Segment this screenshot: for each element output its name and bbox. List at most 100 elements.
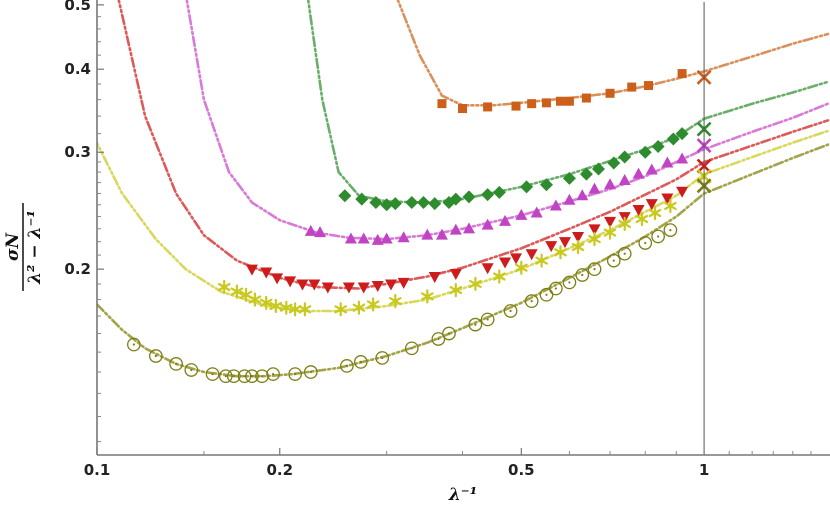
series-5-point <box>575 268 590 282</box>
series-5-point <box>442 326 456 341</box>
series-5-point-dot <box>232 375 235 378</box>
series-3-point <box>357 282 370 294</box>
series-5-point-dot <box>623 252 626 255</box>
y-tick-label: 0.5 <box>64 0 91 14</box>
series-3-point <box>271 273 284 285</box>
series-4-point <box>554 245 567 260</box>
series-4-point <box>269 298 283 314</box>
series-5-point <box>288 367 302 381</box>
y-axis-label: σN λ² − λ⁻¹ <box>3 203 45 291</box>
series-4-point <box>217 279 231 295</box>
series-1-point <box>651 139 665 153</box>
series-3-curve <box>117 0 830 290</box>
series-5-point-dot <box>486 318 489 321</box>
series-5-point <box>255 369 269 384</box>
series-5-point <box>480 312 495 327</box>
series-4-point <box>535 253 548 268</box>
series-5-point-dot <box>211 372 214 376</box>
series-4-point <box>449 283 463 298</box>
series-5-point <box>184 363 199 377</box>
x-tick-label: 0.2 <box>266 461 293 479</box>
series-5-point-dot <box>612 259 615 262</box>
series-5-point-dot <box>581 273 584 277</box>
series-5-point-dot <box>359 360 362 364</box>
series-3-point <box>604 216 617 228</box>
axes-layer <box>96 0 830 456</box>
series-5-point-dot <box>309 370 312 374</box>
series-5-point-dot <box>175 362 178 366</box>
series-5-point <box>503 304 518 318</box>
series-5-point-dot <box>554 287 557 290</box>
x-tick-label: 0.1 <box>84 461 111 479</box>
series-5-point <box>562 275 577 290</box>
series-1-point <box>380 198 394 212</box>
series-4-point <box>664 198 677 213</box>
series-5-point-dot <box>593 268 596 271</box>
series-0-point <box>511 101 521 111</box>
series-2-point <box>604 178 617 190</box>
series-2-point <box>304 224 317 236</box>
series-3-point <box>499 257 512 269</box>
series-3-point <box>428 271 441 283</box>
series-2-point <box>576 189 589 201</box>
series-2-point <box>645 163 658 175</box>
series-1-point <box>618 150 632 164</box>
series-2-point <box>435 228 448 240</box>
series-2-point <box>397 231 410 243</box>
curves-layer <box>97 0 830 378</box>
series-5-point <box>148 349 163 363</box>
series-5-point-dot <box>224 375 227 378</box>
series-4-point <box>618 216 631 231</box>
series-5-point-dot <box>545 293 548 296</box>
series-5-point <box>606 253 621 268</box>
series-1-point <box>607 156 621 170</box>
series-3-point <box>296 279 309 291</box>
series-4-point <box>230 284 244 299</box>
series-2-point <box>421 228 434 240</box>
series-5-point <box>524 294 539 308</box>
series-5-point <box>218 369 233 384</box>
series-2-point <box>371 233 384 245</box>
series-5-point <box>539 287 554 302</box>
series-2-point <box>481 218 494 230</box>
series-5-point <box>126 337 141 352</box>
series-4-point <box>259 295 273 310</box>
series-0-point <box>437 99 447 109</box>
series-5-point-dot <box>294 372 297 376</box>
series-4-point <box>469 276 482 291</box>
series-0-point <box>627 82 637 92</box>
series-1-point <box>591 162 605 176</box>
series-3-point <box>572 231 585 243</box>
series-5-point <box>549 281 563 296</box>
series-5-point <box>340 359 354 373</box>
series-3-point <box>558 237 571 249</box>
series-2-point <box>676 152 689 164</box>
series-2-point <box>357 232 370 244</box>
series-5-point <box>663 223 678 237</box>
y-label-denominator: λ² − λ⁻¹ <box>25 210 45 285</box>
series-5-point <box>404 341 419 356</box>
series-3-point <box>645 199 658 211</box>
series-5-point-dot <box>644 241 647 245</box>
series-5-point-dot <box>381 356 384 360</box>
series-5-point-dot <box>437 337 440 341</box>
series-5-point-dot <box>474 323 477 326</box>
series-5-point-dot <box>568 281 571 284</box>
series-2-point <box>661 156 674 168</box>
series-5-point-dot <box>190 368 193 372</box>
series-4-point <box>421 289 434 304</box>
series-5-point <box>617 246 632 261</box>
series-1-point <box>405 195 419 209</box>
series-3-point <box>308 279 321 291</box>
series-2-curve <box>185 0 830 241</box>
series-2-point <box>344 232 357 244</box>
series-0-point <box>527 99 537 109</box>
series-3-point <box>525 249 538 261</box>
series-3-point <box>260 267 273 279</box>
series-2-point <box>515 208 528 220</box>
series-1-point <box>417 195 431 209</box>
series-1-point <box>492 185 506 199</box>
series-3-point <box>449 269 462 281</box>
series-2-point <box>314 226 327 238</box>
series-2-point <box>618 173 631 185</box>
